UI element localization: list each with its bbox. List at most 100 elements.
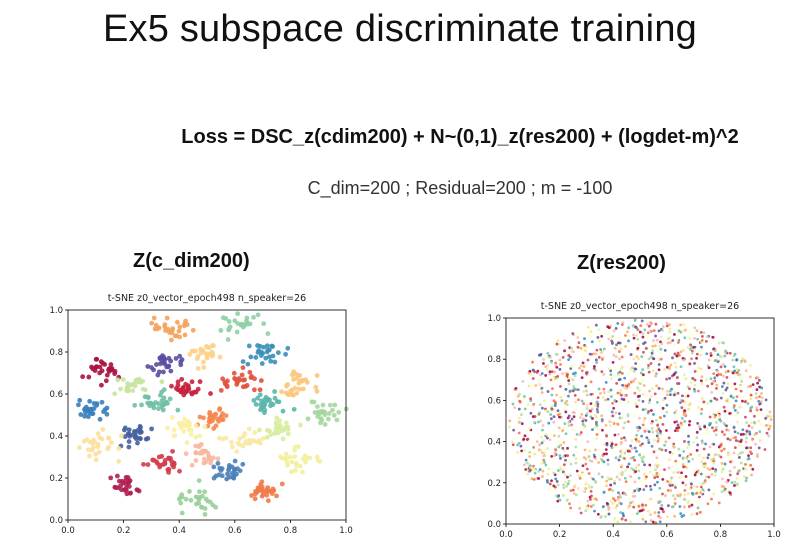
scatter-point: [620, 437, 623, 440]
scatter-point: [629, 380, 633, 384]
scatter-point: [617, 458, 621, 462]
scatter-point: [665, 410, 669, 414]
scatter-point: [745, 436, 748, 440]
scatter-point: [542, 362, 545, 365]
scatter-point: [700, 490, 704, 494]
scatter-point: [750, 426, 754, 429]
scatter-point: [588, 449, 592, 453]
scatter-point: [706, 402, 710, 405]
scatter-point: [676, 391, 680, 395]
scatter-point: [649, 513, 652, 516]
scatter-point: [612, 520, 616, 523]
scatter-point: [664, 429, 668, 432]
scatter-point: [586, 358, 590, 362]
scatter-point: [566, 482, 570, 486]
scatter-point: [255, 343, 260, 348]
scatter-point: [549, 417, 553, 421]
scatter-point: [679, 401, 682, 405]
scatter-point: [545, 447, 549, 450]
scatter-point: [593, 414, 597, 417]
scatter-point: [648, 463, 652, 467]
scatter-point: [627, 462, 631, 466]
scatter-point: [663, 396, 667, 400]
scatter-point: [681, 481, 685, 485]
scatter-point: [246, 426, 252, 432]
speaker-cluster: [216, 426, 266, 454]
scatter-point: [659, 516, 662, 520]
scatter-point: [302, 454, 308, 460]
scatter-point: [572, 350, 575, 354]
scatter-point: [597, 350, 601, 353]
scatter-point: [757, 419, 761, 423]
scatter-point: [159, 398, 165, 403]
scatter-point: [661, 477, 665, 481]
scatter-point: [640, 434, 644, 438]
scatter-point: [661, 398, 665, 402]
scatter-point: [690, 491, 694, 495]
scatter-point: [641, 379, 645, 382]
scatter-point: [755, 406, 759, 410]
scatter-point: [549, 378, 553, 382]
scatter-point: [634, 466, 638, 470]
scatter-point: [749, 397, 753, 401]
scatter-point: [650, 355, 654, 358]
scatter-point: [674, 429, 677, 433]
scatter-point: [700, 339, 704, 342]
scatter-point: [708, 423, 712, 427]
scatter-point: [607, 390, 611, 394]
scatter-point: [702, 447, 706, 451]
scatter-point: [317, 411, 322, 417]
scatter-point: [749, 393, 753, 397]
scatter-point: [260, 492, 266, 497]
scatter-point: [522, 437, 526, 441]
scatter-point: [140, 386, 146, 392]
scatter-point: [157, 392, 163, 398]
scatter-point: [537, 469, 541, 473]
scatter-point: [547, 421, 551, 425]
scatter-point: [657, 368, 661, 372]
scatter-point: [556, 374, 560, 378]
scatter-point: [314, 373, 320, 378]
scatter-point: [264, 492, 270, 498]
speaker-cluster: [149, 315, 196, 343]
scatter-point: [544, 365, 547, 369]
scatter-point: [81, 438, 87, 444]
scatter-point: [601, 428, 604, 432]
scatter-point: [642, 488, 646, 492]
scatter-point: [702, 400, 706, 404]
scatter-point: [270, 402, 276, 407]
scatter-point: [711, 467, 715, 471]
scatter-point: [749, 450, 752, 454]
scatter-point: [734, 399, 738, 403]
scatter-point: [245, 361, 251, 367]
scatter-point: [570, 365, 574, 369]
scatter-point: [293, 460, 299, 466]
scatter-point: [731, 396, 735, 400]
scatter-point: [202, 489, 208, 495]
scatter-point: [607, 337, 611, 341]
scatter-point: [719, 396, 723, 400]
scatter-point: [554, 400, 557, 404]
scatter-point: [546, 352, 550, 355]
scatter-point: [723, 433, 726, 436]
scatter-point: [664, 440, 668, 444]
scatter-point: [269, 491, 275, 496]
scatter-point: [744, 369, 748, 373]
scatter-point: [739, 440, 743, 444]
scatter-point: [667, 466, 671, 470]
scatter-point: [645, 322, 649, 326]
scatter-point: [562, 467, 566, 471]
scatter-point: [641, 517, 645, 521]
scatter-point: [749, 406, 752, 410]
scatter-point: [268, 358, 274, 364]
scatter-point: [693, 473, 697, 477]
scatter-point: [595, 437, 598, 440]
scatter-point: [741, 399, 744, 403]
scatter-point: [651, 349, 655, 353]
scatter-point: [513, 406, 517, 410]
scatter-point: [696, 366, 700, 370]
scatter-point: [704, 339, 708, 343]
scatter-point: [517, 407, 521, 411]
scatter-point: [627, 449, 631, 453]
scatter-point: [554, 352, 558, 356]
